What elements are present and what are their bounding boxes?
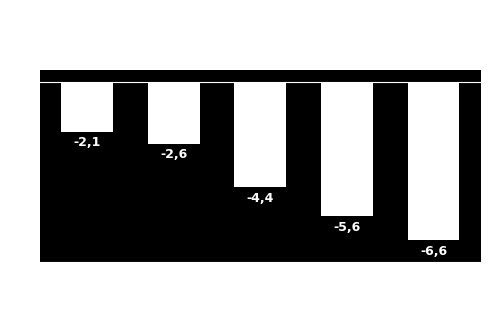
Text: -4,4: -4,4 (247, 192, 274, 205)
Text: -5,6: -5,6 (333, 221, 361, 234)
Bar (148, 82, 200, 144)
Bar (62, 82, 113, 132)
Text: -2,1: -2,1 (73, 136, 101, 149)
Bar (408, 82, 459, 240)
Bar (235, 82, 286, 188)
Bar (321, 82, 373, 216)
Text: -2,6: -2,6 (160, 148, 187, 161)
Text: -6,6: -6,6 (420, 245, 447, 258)
